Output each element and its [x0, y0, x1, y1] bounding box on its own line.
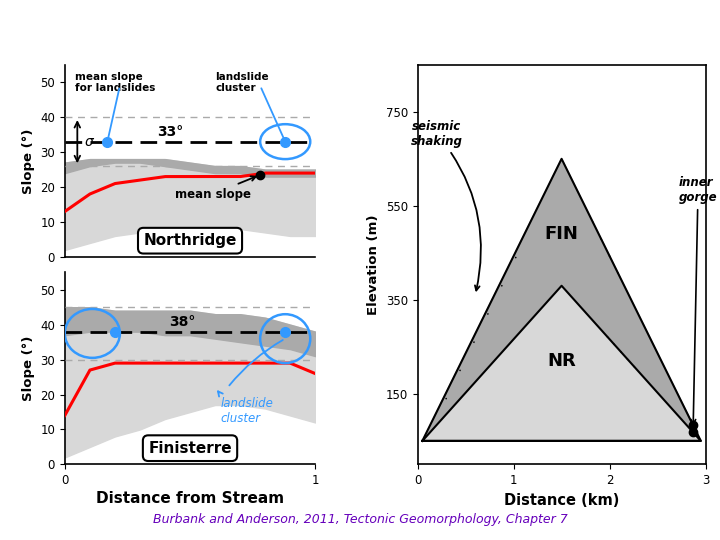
Y-axis label: Slope (°): Slope (°) [22, 128, 35, 193]
Text: seismic
shaking: seismic shaking [411, 120, 481, 291]
X-axis label: Distance from Stream: Distance from Stream [96, 491, 284, 507]
Text: 33°: 33° [157, 125, 183, 139]
Y-axis label: Elevation (m): Elevation (m) [367, 214, 380, 315]
Polygon shape [423, 159, 701, 441]
Text: Burbank and Anderson, 2011, Tectonic Geomorphology, Chapter 7: Burbank and Anderson, 2011, Tectonic Geo… [153, 514, 567, 526]
Y-axis label: Slope (°): Slope (°) [22, 336, 35, 401]
Text: 38°: 38° [169, 315, 196, 329]
Text: NR: NR [547, 352, 576, 370]
Text: FIN: FIN [544, 225, 579, 243]
Text: Finisterre: Finisterre [148, 441, 232, 456]
Text: mean slope
for landslides: mean slope for landslides [75, 72, 156, 93]
Text: mean slope: mean slope [175, 176, 256, 200]
Text: landslide
cluster: landslide cluster [218, 392, 273, 426]
X-axis label: Distance (km): Distance (km) [504, 492, 619, 508]
Text: inner
gorge: inner gorge [679, 176, 717, 424]
Polygon shape [423, 286, 701, 441]
Text: $\sigma$: $\sigma$ [84, 134, 95, 149]
Text: Northridge: Northridge [143, 233, 237, 248]
Text: landslide
cluster: landslide cluster [215, 72, 269, 93]
